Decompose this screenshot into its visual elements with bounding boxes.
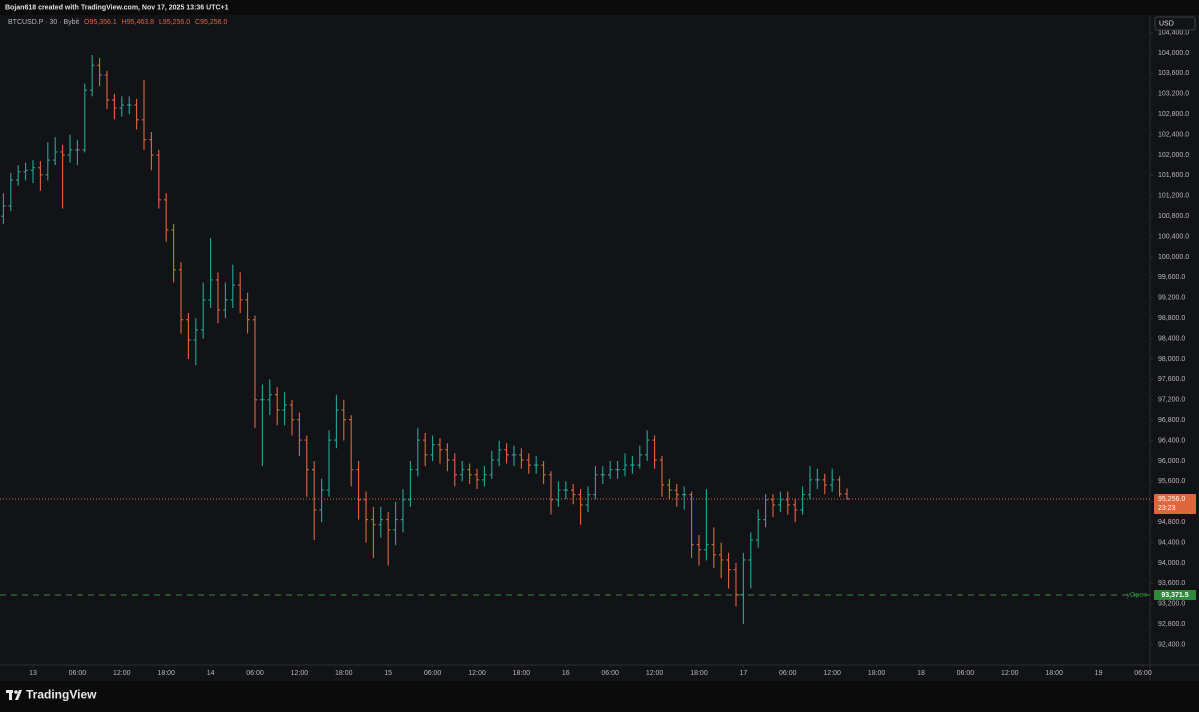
- y-tick-label: 99,600.0: [1158, 274, 1185, 281]
- x-tick-label: 18:00: [335, 670, 353, 677]
- y-tick-label: 94,400.0: [1158, 539, 1185, 546]
- countdown: 23:23: [1158, 505, 1176, 512]
- y-tick-label: 101,600.0: [1158, 172, 1189, 179]
- x-tick-label: 15: [384, 670, 392, 677]
- x-tick-label: 12:00: [291, 670, 309, 677]
- x-tick-label: 06:00: [601, 670, 619, 677]
- y-tick-label: 103,200.0: [1158, 91, 1189, 98]
- x-tick-label: 06:00: [424, 670, 442, 677]
- x-tick-label: 13: [29, 670, 37, 677]
- header: Bojan618 created with TradingView.com, N…: [5, 4, 229, 11]
- logo-shape: [15, 690, 22, 700]
- plot-area: [0, 15, 1150, 665]
- x-tick-label: 12:00: [113, 670, 131, 677]
- currency-box: [1154, 16, 1196, 31]
- legend-prefix: L: [159, 19, 163, 26]
- x-tick-label: 06:00: [1134, 670, 1152, 677]
- y-tick-label: 96,000.0: [1158, 458, 1185, 465]
- level-badge: [1154, 590, 1196, 601]
- last-price-label: 95,256.0: [1158, 496, 1185, 503]
- y-tick-label: 103,600.0: [1158, 70, 1189, 77]
- x-tick-label: 18:00: [690, 670, 708, 677]
- last-price-badge: [1154, 493, 1196, 514]
- y-tick-label: 100,000.0: [1158, 254, 1189, 261]
- x-tick-label: 12:00: [468, 670, 486, 677]
- x-tick-label: 18:00: [513, 670, 531, 677]
- price-axis-area: [1150, 15, 1199, 665]
- y-tick-label: 92,800.0: [1158, 621, 1185, 628]
- time-axis-area: [0, 665, 1199, 681]
- y-tick-label: 102,800.0: [1158, 111, 1189, 118]
- x-tick-label: 19: [1095, 670, 1103, 677]
- legend-prefix: O: [84, 19, 90, 26]
- logo-shape: [14, 690, 18, 694]
- footer-brand: TradingView: [26, 688, 97, 702]
- level-label: 93,371.5: [1161, 592, 1188, 599]
- y-tick-label: 98,800.0: [1158, 315, 1185, 322]
- symbol-legend: BTCUSD.P · 30 · Bybit O95,356.1 H95,463.…: [8, 19, 227, 26]
- x-tick-label: 06:00: [69, 670, 87, 677]
- x-tick-label: 18: [917, 670, 925, 677]
- y-tick-label: 95,600.0: [1158, 478, 1185, 485]
- y-tick-label: 99,200.0: [1158, 295, 1185, 302]
- y-tick-label: 104,400.0: [1158, 29, 1189, 36]
- logo: TradingView: [6, 688, 97, 702]
- y-tick-label: 100,800.0: [1158, 213, 1189, 220]
- symbol: BTCUSD.P · 30 · Bybit: [8, 19, 79, 26]
- y-tick-label: 101,200.0: [1158, 193, 1189, 200]
- x-tick-label: 16: [562, 670, 570, 677]
- currency: USD: [1159, 20, 1174, 27]
- y-tick-label: 94,000.0: [1158, 560, 1185, 567]
- x-tick-label: 17: [739, 670, 747, 677]
- y-tick-label: 93,200.0: [1158, 601, 1185, 608]
- y-tick-label: 97,600.0: [1158, 376, 1185, 383]
- y-tick-label: 100,400.0: [1158, 233, 1189, 240]
- legend-value: 95,256.0: [163, 19, 190, 26]
- legend-prefix: C: [195, 19, 200, 26]
- x-tick-label: 18:00: [1045, 670, 1063, 677]
- legend-value: 95,463.8: [127, 19, 154, 26]
- x-tick-label: 06:00: [246, 670, 264, 677]
- legend-value: 95,256.0: [200, 19, 227, 26]
- x-tick-label: 12:00: [1001, 670, 1019, 677]
- y-tick-label: 93,600.0: [1158, 580, 1185, 587]
- y-tick-label: 96,800.0: [1158, 417, 1185, 424]
- y-tick-label: 104,000.0: [1158, 50, 1189, 57]
- y-tick-label: 92,400.0: [1158, 641, 1185, 648]
- x-tick-label: 06:00: [779, 670, 797, 677]
- y-tick-label: 97,200.0: [1158, 397, 1185, 404]
- x-tick-label: 14: [207, 670, 215, 677]
- y-tick-label: 102,400.0: [1158, 131, 1189, 138]
- level-name: yOpen: [1126, 592, 1147, 599]
- x-tick-label: 18:00: [157, 670, 175, 677]
- x-tick-label: 18:00: [868, 670, 886, 677]
- y-tick-label: 96,400.0: [1158, 437, 1185, 444]
- y-tick-label: 98,000.0: [1158, 356, 1185, 363]
- y-tick-label: 102,000.0: [1158, 152, 1189, 159]
- legend-prefix: H: [122, 19, 127, 26]
- legend-value: 95,356.1: [89, 19, 116, 26]
- logo-shape: [9, 690, 12, 700]
- x-tick-label: 12:00: [646, 670, 664, 677]
- x-tick-label: 12:00: [823, 670, 841, 677]
- x-tick-label: 06:00: [957, 670, 975, 677]
- y-tick-label: 98,400.0: [1158, 335, 1185, 342]
- y-tick-label: 94,800.0: [1158, 519, 1185, 526]
